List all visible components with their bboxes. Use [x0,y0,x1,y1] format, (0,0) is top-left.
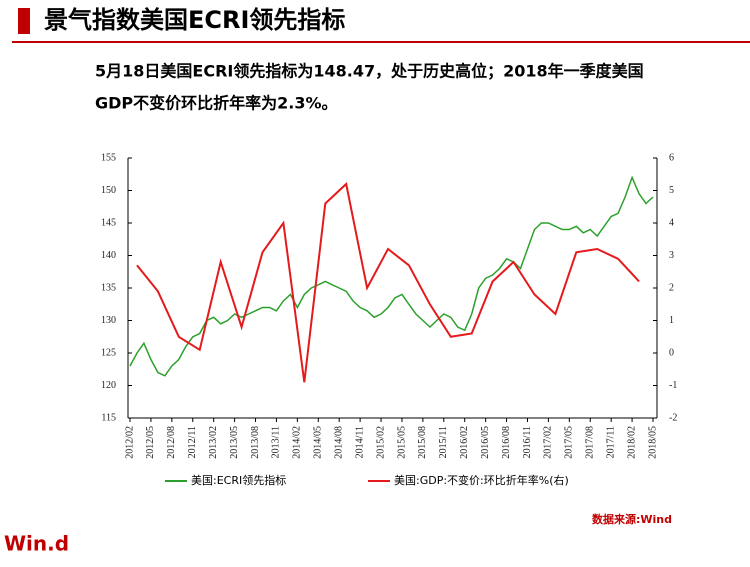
y-tick-label: 115 [101,412,116,423]
x-tick-label: 2015/08 [417,426,428,459]
y2-tick-label: 2 [669,282,674,293]
x-tick-label: 2014/05 [313,426,324,459]
x-tick-label: 2017/02 [543,426,554,459]
title-marker [18,8,30,34]
legend-label: 美国:GDP:不变价:环比折年率%(右) [394,473,569,487]
y-tick-label: 130 [101,315,116,326]
x-tick-label: 2017/05 [564,426,575,459]
source: 数据来源:Wind [592,512,672,526]
y-tick-label: 135 [101,282,116,293]
x-tick-label: 2012/11 [187,426,198,458]
y2-tick-label: 1 [669,315,674,326]
subtitle-line: 5月18日美国ECRI领先指标为148.47，处于历史高位；2018年一季度美国 [95,62,644,81]
y2-tick-label: -1 [669,380,677,391]
x-tick-label: 2015/05 [396,426,407,459]
y2-tick-label: 4 [669,217,674,228]
subtitle-line: GDP不变价环比折年率为2.3%。 [95,94,338,113]
y2-tick-label: -2 [669,412,677,423]
x-tick-label: 2013/11 [271,426,282,458]
x-tick-label: 2012/05 [145,426,156,459]
x-tick-label: 2015/11 [438,426,449,458]
y2-tick-label: 3 [669,250,674,261]
x-tick-label: 2016/08 [501,426,512,459]
x-tick-label: 2014/11 [354,426,365,458]
x-tick-label: 2017/11 [605,426,616,458]
x-tick-label: 2013/08 [250,426,261,459]
x-tick-label: 2015/02 [375,426,386,459]
x-tick-label: 2012/08 [166,426,177,459]
y-tick-label: 125 [101,347,116,358]
y-tick-label: 155 [101,152,116,163]
series-line [129,175,654,377]
legend-label: 美国:ECRI领先指标 [191,473,286,487]
y-tick-label: 150 [101,185,116,196]
x-tick-label: 2013/05 [229,426,240,459]
y2-tick-label: 6 [669,152,674,163]
y-tick-label: 145 [101,217,116,228]
x-tick-label: 2018/05 [647,426,658,459]
x-tick-label: 2012/02 [124,426,135,459]
x-tick-label: 2014/08 [333,426,344,459]
y2-tick-label: 0 [669,347,674,358]
series-line [136,182,640,383]
x-tick-label: 2017/08 [585,426,596,459]
y2-tick-label: 5 [669,185,674,196]
x-tick-label: 2018/02 [626,426,637,459]
x-tick-label: 2014/02 [292,426,303,459]
x-tick-label: 2016/02 [459,426,470,459]
logo: Win.d [4,532,69,556]
y-tick-label: 120 [101,380,116,391]
x-tick-label: 2013/02 [208,426,219,459]
x-tick-label: 2016/05 [480,426,491,459]
slide-title: 景气指数美国ECRI领先指标 [44,6,345,34]
y-tick-label: 140 [101,250,116,261]
x-tick-label: 2016/11 [522,426,533,458]
